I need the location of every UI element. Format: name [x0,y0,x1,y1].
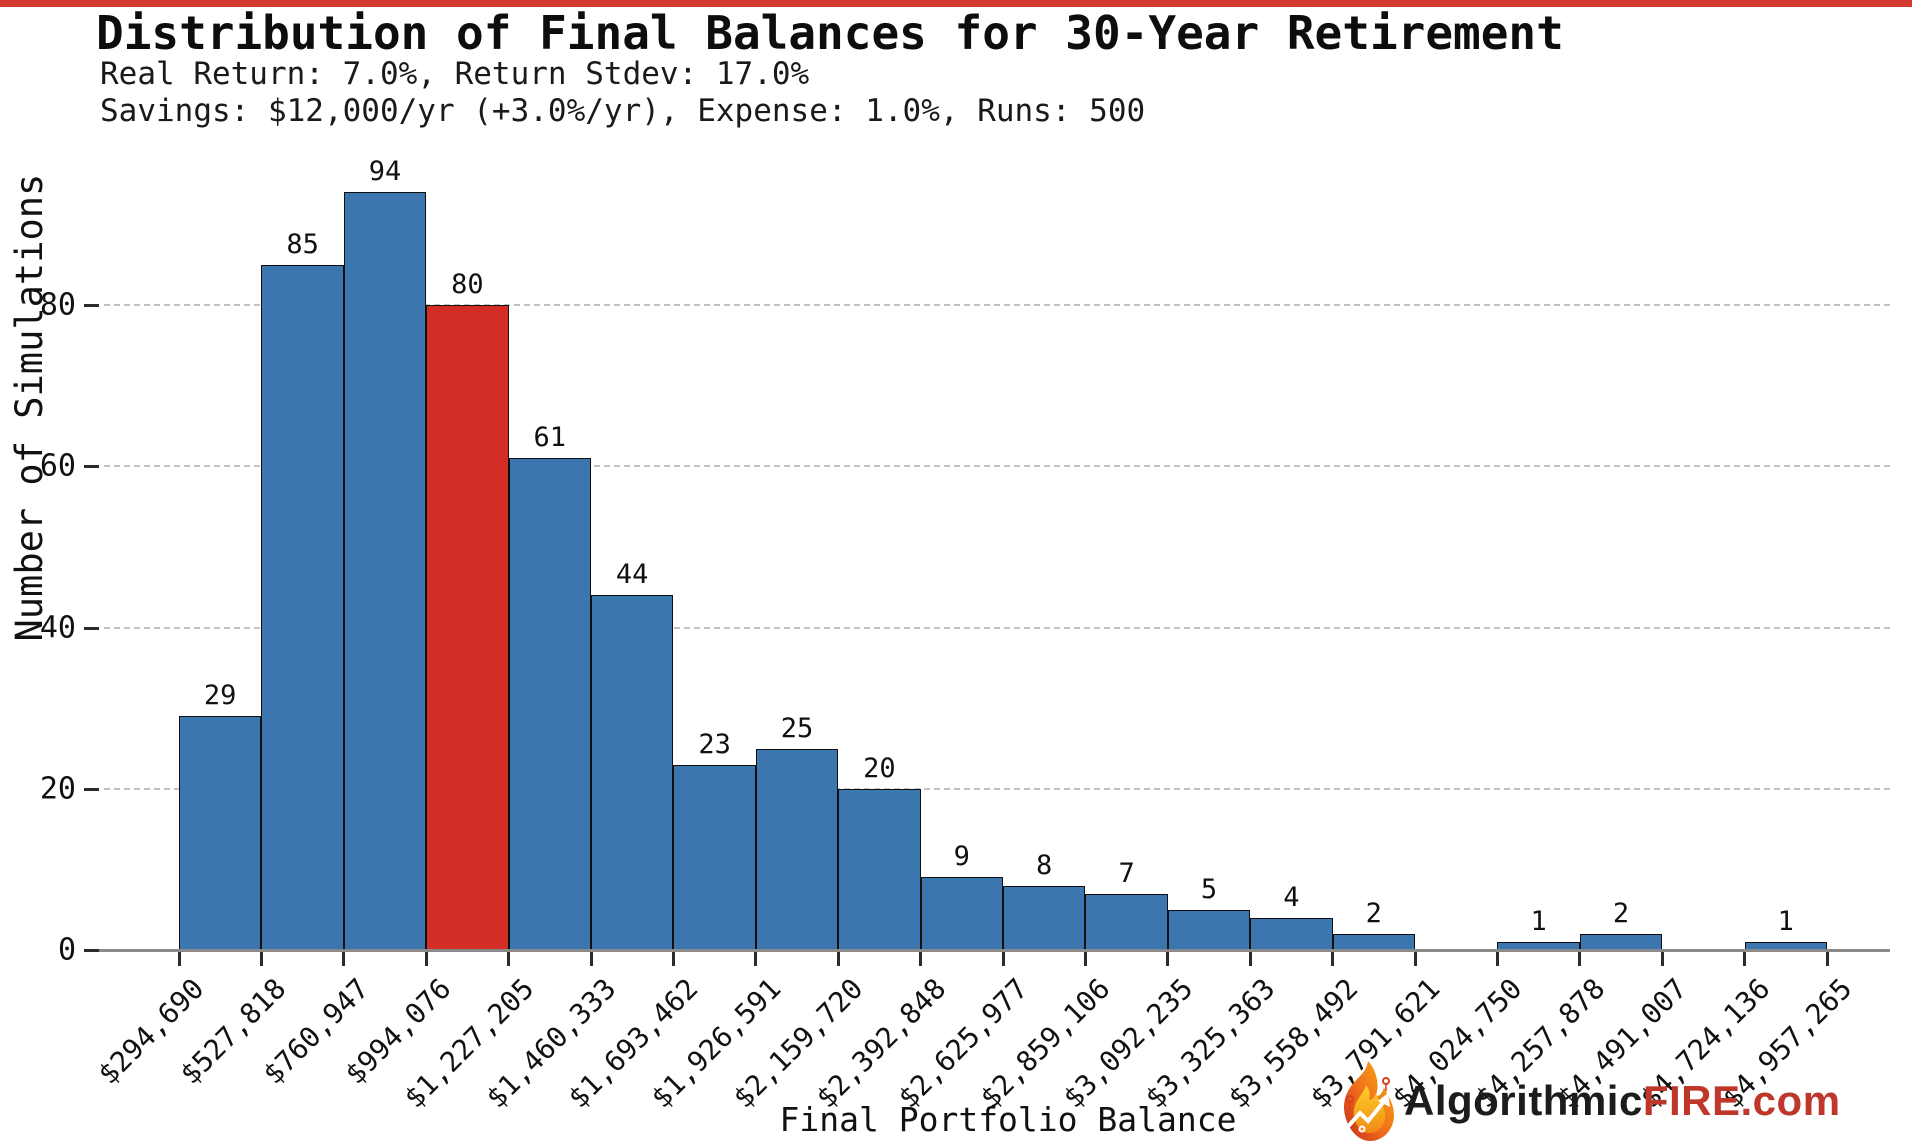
x-tick-mark [754,952,758,966]
histogram-bar [343,192,427,950]
chart-title: Distribution of Final Balances for 30-Ye… [96,6,1564,60]
x-tick-mark [1660,952,1664,966]
bar-value-label: 44 [615,559,649,591]
histogram-bar [1003,885,1086,950]
histogram-bar [1085,893,1168,950]
x-tick-mark [1166,952,1170,966]
x-tick-mark [1825,952,1829,966]
watermark-logo: AlgorithmicFIRE.com [1336,1058,1841,1144]
chart-subtitle-line2: Savings: $12,000/yr (+3.0%/yr), Expense:… [100,93,1146,129]
bar-value-label: 4 [1283,881,1300,913]
bar-value-label: 80 [451,269,484,301]
gridline-y60 [104,465,1890,468]
bar-value-label: 85 [286,228,319,260]
x-tick-mark [342,952,346,966]
x-tick-mark [424,952,428,966]
x-tick-mark [836,952,840,966]
histogram-bar [838,788,921,950]
flame-icon [1342,1061,1394,1141]
x-axis-line [88,949,1890,952]
histogram-bar [1579,933,1663,950]
bar-value-label: 25 [780,712,814,744]
x-tick-mark [589,952,593,966]
gridline-y20 [104,787,1890,790]
bar-value-label: 94 [368,156,402,188]
y-tick-label-40: 40 [39,610,76,646]
x-tick-mark [919,952,923,966]
x-tick-mark [1578,952,1582,966]
y-axis-title: Number of Simulations [8,173,51,642]
histogram-bar-highlighted [426,305,509,950]
x-tick-mark [1495,952,1499,966]
x-tick-mark [507,952,511,966]
bar-value-label: 2 [1365,897,1382,929]
x-tick-mark [1001,952,1005,966]
top-accent-strip [0,0,1912,7]
y-tick-label-20: 20 [39,771,76,807]
bar-value-label: 8 [1036,849,1053,881]
x-tick-mark [177,952,181,966]
histogram-bar [755,748,839,950]
bar-value-label: 5 [1200,873,1218,905]
histogram-bar [508,458,591,950]
bar-value-label: 1 [1777,905,1794,937]
watermark-text: AlgorithmicFIRE.com [1404,1077,1841,1125]
bar-value-label: 20 [863,752,896,784]
y-tick-mark-60 [84,465,99,469]
y-tick-mark-20 [84,787,99,791]
watermark-text-red: FIRE.com [1642,1077,1841,1124]
x-tick-mark [259,952,263,966]
gridline-y40 [104,626,1890,629]
gridline-y80 [104,304,1890,307]
y-tick-label-60: 60 [39,448,76,484]
x-tick-mark [1413,952,1417,966]
chart-subtitle-line1: Real Return: 7.0%, Return Stdev: 17.0% [100,56,810,92]
watermark-text-black: Algorithmic [1404,1077,1643,1124]
histogram-bar [591,595,674,950]
y-tick-mark-0 [84,949,99,952]
histogram-bar [673,764,756,950]
y-tick-mark-80 [84,304,99,308]
x-tick-mark [1743,952,1747,966]
bar-value-label: 9 [953,841,970,873]
histogram-bar [261,264,344,950]
bar-value-label: 23 [698,728,731,760]
bar-value-label: 61 [533,422,567,454]
bar-value-label: 29 [203,680,237,712]
x-tick-mark [1083,952,1087,966]
histogram-bar [1167,909,1251,950]
y-tick-mark-40 [84,626,99,630]
x-tick-mark [1331,952,1335,966]
histogram-bar [179,716,262,950]
histogram-bar [1332,933,1415,950]
y-tick-label-0: 0 [57,932,76,968]
x-tick-mark [1248,952,1252,966]
x-tick-mark [671,952,675,966]
x-axis-title: Final Portfolio Balance [779,1100,1237,1139]
histogram-bar [1250,917,1333,950]
histogram-bar [920,877,1003,950]
bar-value-label: 1 [1530,905,1547,937]
bar-value-label: 7 [1118,857,1135,889]
y-tick-label-80: 80 [39,287,76,323]
bar-value-label: 2 [1612,897,1630,929]
